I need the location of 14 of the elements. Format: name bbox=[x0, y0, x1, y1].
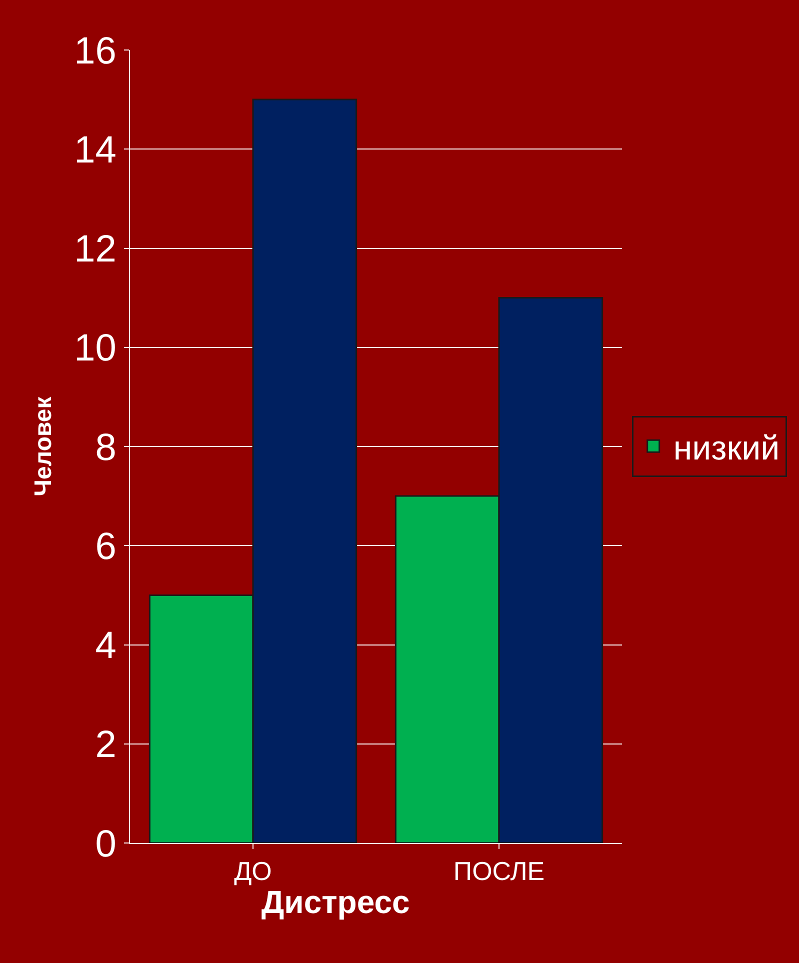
x-tick-label: ДО bbox=[234, 856, 272, 886]
y-tick-label: 8 bbox=[95, 426, 116, 469]
y-tick-label: 16 bbox=[74, 30, 116, 72]
x-tick-label: ПОСЛЕ bbox=[453, 856, 545, 886]
text: Дистресс bbox=[261, 884, 410, 920]
y-tick-label: 2 bbox=[95, 724, 116, 766]
y-tick-label: 10 bbox=[74, 328, 116, 370]
y-tick-label: 6 bbox=[95, 526, 116, 568]
y-tick-label: 0 bbox=[95, 823, 116, 866]
y-tick-label: 12 bbox=[74, 228, 116, 271]
y-tick-label: 14 bbox=[74, 129, 116, 172]
legend-label: низкий bbox=[673, 429, 780, 468]
y-tick-label: 4 bbox=[95, 625, 116, 668]
y-axis-title: Человек bbox=[30, 396, 58, 496]
